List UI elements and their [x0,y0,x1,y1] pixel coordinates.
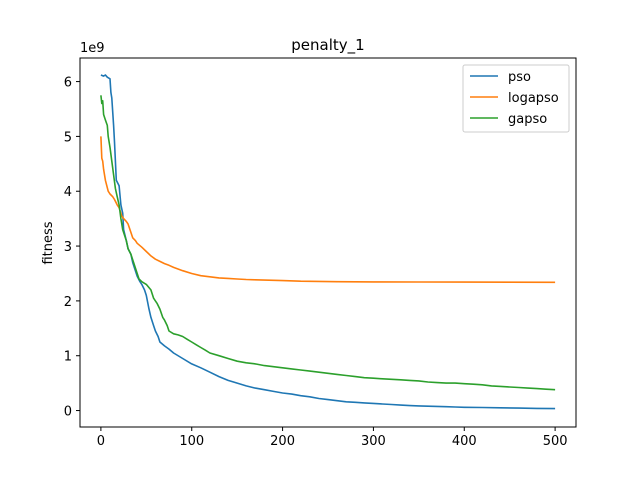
y-tick-label: 2 [64,295,72,310]
y-axis-label: fitness [41,221,56,264]
y-tick-label: 1 [64,350,72,365]
legend: pso logapso gapso [462,64,570,133]
legend-label-pso: pso [508,70,531,85]
legend-box [462,64,570,133]
x-tick-label: 200 [270,434,295,449]
legend-label-gapso: gapso [508,112,547,127]
x-tick-label: 400 [452,434,477,449]
x-tick-label: 500 [543,434,568,449]
chart-title: penalty_1 [291,36,364,55]
legend-label-logapso: logapso [508,91,559,106]
series-line-gapso [100,95,556,391]
x-tick-label: 300 [361,434,386,449]
y-tick-label: 5 [64,130,72,145]
y-axis-offset-text: 1e9 [80,41,105,56]
x-tick-label: 100 [179,434,204,449]
axes-frame [79,57,577,428]
y-tick-label: 4 [64,185,72,200]
y-tick-label: 6 [64,76,72,91]
y-tick-label: 3 [64,240,72,255]
y-tick-label: 0 [64,405,72,420]
series-layer [100,74,556,410]
x-tick-label: 0 [97,434,105,449]
series-line-logapso [100,136,556,284]
y-axis: 0 1 2 3 4 5 6 [64,76,80,420]
x-axis: 0 100 200 300 400 500 [97,427,568,449]
series-line-pso [100,74,556,410]
